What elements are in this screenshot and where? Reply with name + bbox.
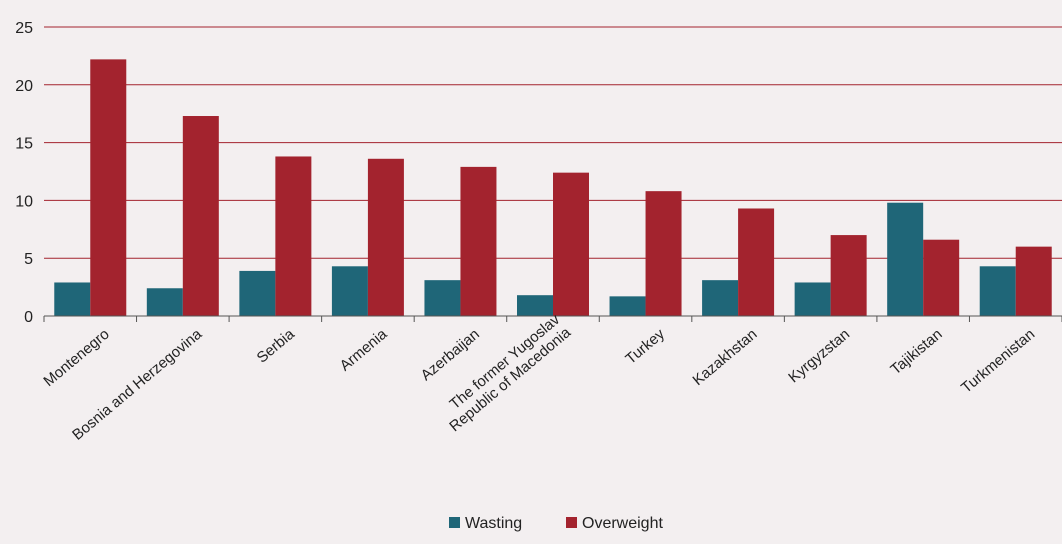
bar-overweight (553, 172, 589, 316)
x-category-label-line: Tajikistan (887, 326, 945, 379)
y-axis-ticks: 0 5 10 15 20 25 (15, 20, 33, 326)
x-category-label: Armenia (337, 325, 391, 374)
legend-label-overweight: Overweight (582, 515, 663, 532)
y-tick-label: 25 (15, 20, 33, 37)
legend: Wasting Overweight (449, 515, 663, 532)
bar-overweight (90, 59, 127, 316)
bar-wasting (331, 266, 368, 316)
legend-label-wasting: Wasting (465, 515, 522, 532)
bar-overweight (830, 235, 867, 316)
y-tick-label: 0 (24, 309, 33, 326)
bar-wasting (979, 266, 1016, 316)
bar-overweight (275, 156, 312, 316)
bar-wasting (517, 295, 553, 316)
x-category-label: Tajikistan (887, 326, 945, 379)
bar-wasting (146, 288, 183, 316)
bars (54, 59, 1052, 317)
bar-overweight (367, 158, 404, 316)
bar-overweight (645, 191, 682, 316)
x-axis (43, 315, 1062, 322)
legend-swatch-wasting (449, 517, 460, 528)
x-category-label: Kyrgyzstan (785, 326, 853, 387)
y-tick-label: 5 (24, 251, 33, 268)
y-tick-label: 15 (15, 136, 33, 153)
y-tick-label: 20 (15, 78, 33, 95)
x-category-label-line: Turkmenistan (958, 326, 1038, 397)
bar-wasting (609, 296, 646, 316)
x-category-label-line: Kyrgyzstan (785, 326, 853, 387)
bar-overweight (182, 116, 219, 317)
bar-wasting (54, 282, 91, 316)
bar-wasting (424, 280, 461, 316)
x-category-label-line: The former Yugoslav (446, 311, 563, 413)
x-category-label: Turkey (622, 325, 668, 367)
bar-overweight (923, 239, 960, 316)
x-category-label: Kazakhstan (690, 326, 761, 389)
bar-wasting (239, 270, 276, 316)
bar-wasting (887, 202, 924, 316)
x-category-label: Turkmenistan (958, 326, 1038, 397)
x-category-label-line: Turkey (622, 325, 668, 367)
x-category-label-line: Azerbaijan (418, 326, 483, 385)
legend-swatch-overweight (566, 517, 577, 528)
bar-overweight (1015, 246, 1052, 316)
bar-wasting (794, 282, 831, 316)
x-category-label-line: Montenegro (40, 326, 112, 390)
bar-wasting (702, 280, 739, 316)
x-category-label-line: Armenia (337, 325, 391, 374)
x-category-label-line: Serbia (254, 325, 299, 366)
bar-overweight (460, 166, 497, 316)
y-tick-label: 10 (15, 193, 33, 210)
bar-overweight (738, 208, 775, 316)
x-category-label-line: Kazakhstan (690, 326, 761, 389)
x-category-label: Azerbaijan (418, 326, 483, 385)
x-category-label: Montenegro (40, 326, 112, 390)
x-category-label: Serbia (254, 325, 299, 366)
